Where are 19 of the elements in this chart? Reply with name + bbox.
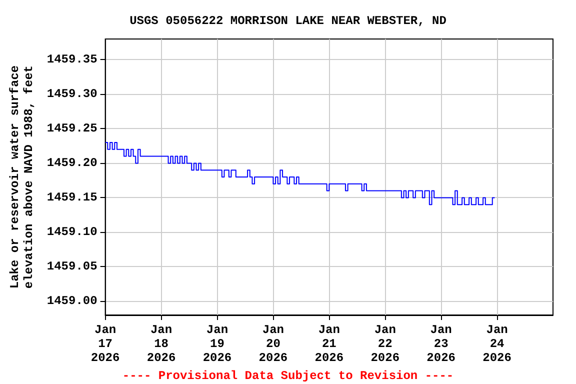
chart-title: USGS 05056222 MORRISON LAKE NEAR WEBSTER, ND [130, 14, 446, 28]
x-tick-label: Jan 23 2026 [426, 323, 456, 365]
y-tick-label: 1459.25 [46, 122, 98, 136]
x-tick-label: Jan 19 2026 [202, 323, 232, 365]
y-tick-label: 1459.05 [46, 260, 98, 274]
x-tick-label: Jan 18 2026 [146, 323, 176, 365]
x-tick-label: Jan 24 2026 [482, 323, 512, 365]
y-tick-label: 1459.35 [46, 52, 98, 67]
y-tick-label: 1459.30 [46, 87, 98, 102]
y-tick-label: 1459.20 [46, 156, 98, 170]
y-axis-title: Lake or reservoir water surface elevation above NAVD 1988, feet [8, 65, 36, 289]
y-tick-label: 1459.00 [46, 294, 98, 308]
x-tick-label: Jan 22 2026 [370, 323, 400, 365]
y-tick-label: 1459.10 [46, 225, 98, 240]
y-tick-label: 1459.15 [46, 190, 98, 205]
x-tick-label: Jan 20 2026 [258, 323, 288, 365]
x-tick-label: Jan 17 2026 [90, 323, 120, 365]
x-tick-label: Jan 21 2026 [314, 323, 344, 365]
text: ---- Provisional Data Subject to Revision ---- [122, 369, 454, 383]
